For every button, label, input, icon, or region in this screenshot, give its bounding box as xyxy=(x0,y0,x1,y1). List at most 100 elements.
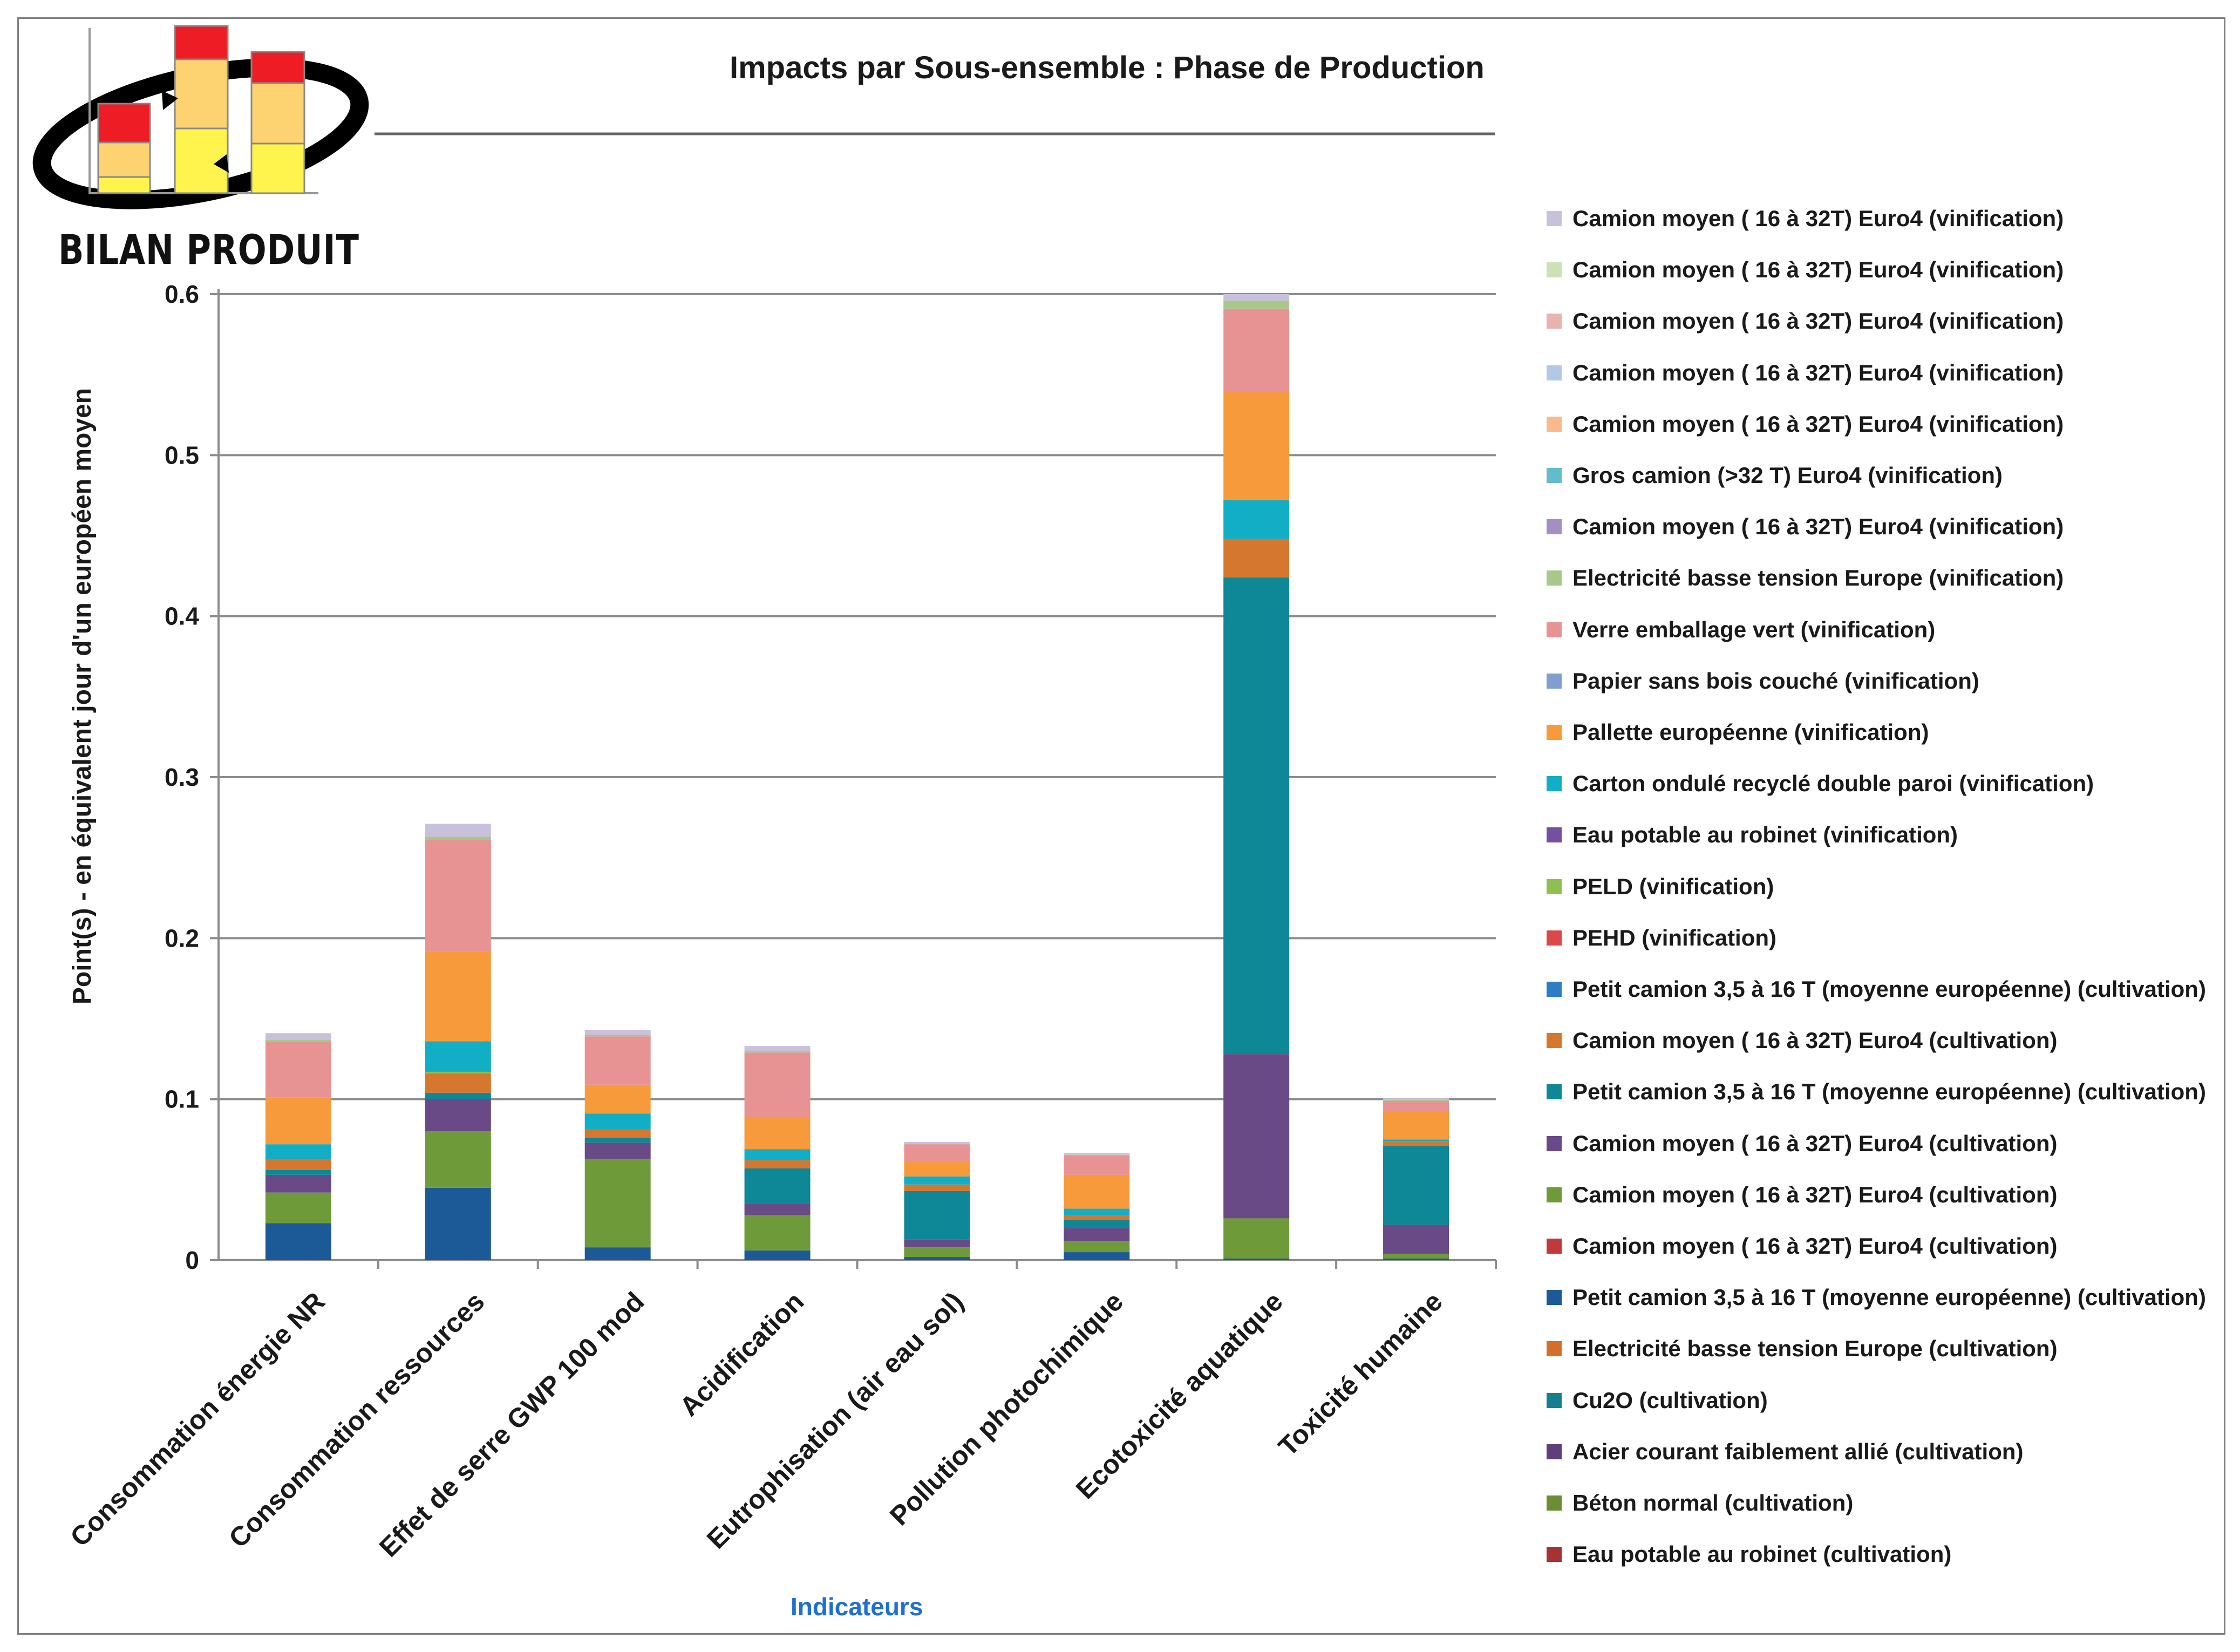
logo-arrow-head-1 xyxy=(162,91,178,110)
legend-swatch xyxy=(1547,1033,1562,1049)
x-tick-label: Effet de serre GWP 100 mod xyxy=(373,1286,650,1562)
legend-swatch xyxy=(1547,365,1562,380)
legend-item: Acier courant faiblement allié (cultivat… xyxy=(1547,1432,2024,1471)
legend-swatch xyxy=(1547,1136,1562,1151)
legend-item: Carton ondulé recyclé double paroi (vini… xyxy=(1547,764,2094,803)
bar-segment xyxy=(744,1052,811,1117)
bar-segment xyxy=(904,1239,970,1248)
bar-segment xyxy=(425,1099,491,1132)
legend-swatch xyxy=(1547,1187,1562,1202)
bar-segment xyxy=(425,951,491,1042)
bar-segment xyxy=(265,1039,331,1042)
legend-swatch xyxy=(1547,879,1562,894)
bar-segment xyxy=(1383,1254,1449,1259)
legend-label: Eau potable au robinet (cultivation) xyxy=(1572,1541,1952,1567)
legend-label: Camion moyen ( 16 à 32T) Euro4 (cultivat… xyxy=(1572,1233,2058,1259)
bar-segment xyxy=(1223,300,1290,309)
bar-segment xyxy=(1223,392,1290,500)
logo-title: BILAN PRODUIT xyxy=(58,226,359,274)
bar-segment xyxy=(1223,539,1290,578)
legend-item: Eau potable au robinet (cultivation) xyxy=(1547,1535,1951,1574)
legend-label: Pallette européenne (vinification) xyxy=(1572,719,1929,745)
bar-segment xyxy=(904,1257,970,1260)
legend-item: Papier sans bois couché (vinification) xyxy=(1547,662,1979,701)
legend-label: Electricité basse tension Europe (vinifi… xyxy=(1572,565,2064,591)
bar-segment xyxy=(584,1247,651,1260)
bar-segment xyxy=(265,1223,331,1260)
bar-segment xyxy=(904,1141,970,1144)
bar-segment xyxy=(1064,1220,1130,1228)
legend-label: Electricité basse tension Europe (cultiv… xyxy=(1572,1336,2058,1362)
bar-segment xyxy=(904,1144,970,1162)
legend-label: Camion moyen ( 16 à 32T) Euro4 (vinifica… xyxy=(1572,359,2064,385)
legend-swatch xyxy=(1547,262,1562,278)
legend-label: Camion moyen ( 16 à 32T) Euro4 (vinifica… xyxy=(1572,514,2064,540)
bar-segment xyxy=(265,1033,331,1040)
bar-segment xyxy=(584,1113,651,1130)
bar-stack xyxy=(744,1046,811,1260)
x-tick-label: Acidification xyxy=(674,1286,810,1422)
bar-segment xyxy=(584,1130,651,1138)
x-tick-label: Toxicité humaine xyxy=(1272,1286,1448,1462)
bar-segment xyxy=(1064,1208,1130,1215)
legend-item: Camion moyen ( 16 à 32T) Euro4 (vinifica… xyxy=(1547,250,2064,289)
legend-label: Papier sans bois couché (vinification) xyxy=(1572,668,1979,694)
legend-swatch xyxy=(1547,1444,1562,1459)
logo-arrow-head-2 xyxy=(214,154,229,173)
bar-segment xyxy=(744,1160,811,1168)
chart-title: Impacts par Sous-ensemble : Phase de Pro… xyxy=(730,50,1485,85)
x-tick-label: Consommation ressources xyxy=(223,1286,490,1553)
legend-label: Acier courant faiblement allié (cultivat… xyxy=(1572,1438,2024,1464)
bar-segment xyxy=(744,1149,811,1161)
bar-segment xyxy=(584,1030,651,1035)
bar-segment xyxy=(265,1144,331,1159)
bar-segment xyxy=(1223,308,1290,392)
legend-swatch xyxy=(1547,1392,1562,1408)
bar-segment xyxy=(904,1184,970,1191)
bar-segment xyxy=(904,1162,970,1177)
legend-item: Camion moyen ( 16 à 32T) Euro4 (vinifica… xyxy=(1547,507,2064,546)
legend-swatch xyxy=(1547,519,1562,535)
bar-segment xyxy=(1223,294,1290,301)
bar-segment xyxy=(1064,1153,1130,1155)
legend-label: Gros camion (>32 T) Euro4 (vinification) xyxy=(1572,463,2003,488)
legend-item: Camion moyen ( 16 à 32T) Euro4 (cultivat… xyxy=(1547,1227,2058,1266)
bar-stack xyxy=(1223,294,1290,1260)
bar-segment xyxy=(425,840,491,951)
legend-label: Camion moyen ( 16 à 32T) Euro4 (vinifica… xyxy=(1572,308,2064,334)
bar-segment xyxy=(1223,1259,1290,1260)
bar-segment xyxy=(584,1035,651,1037)
bar-segment xyxy=(744,1046,811,1051)
legend-swatch xyxy=(1547,622,1562,637)
bar-segment xyxy=(265,1174,331,1193)
legend-swatch xyxy=(1547,725,1562,740)
legend-item: Gros camion (>32 T) Euro4 (vinification) xyxy=(1547,456,2003,495)
bar-segment xyxy=(904,1191,970,1240)
bar-segment xyxy=(1383,1100,1449,1112)
y-tick-label: 0.5 xyxy=(165,441,199,469)
legend-label: Petit camion 3,5 à 16 T (moyenne europée… xyxy=(1572,976,2206,1002)
legend-item: Petit camion 3,5 à 16 T (moyenne europée… xyxy=(1547,1072,2206,1111)
legend-item: Camion moyen ( 16 à 32T) Euro4 (vinifica… xyxy=(1547,199,2064,238)
legend-label: Verre emballage vert (vinification) xyxy=(1572,616,1936,642)
bar-segment xyxy=(425,1073,491,1093)
legend-item: PELD (vinification) xyxy=(1547,867,1774,906)
bar-segment xyxy=(425,1092,491,1099)
legend-item: Electricité basse tension Europe (vinifi… xyxy=(1547,559,2064,597)
bar-segment xyxy=(584,1138,651,1143)
bar-segment xyxy=(1383,1146,1449,1225)
bar-stack xyxy=(904,1141,970,1260)
bar-segment xyxy=(584,1084,651,1114)
legend-item: Pallette européenne (vinification) xyxy=(1547,713,1929,752)
legend-swatch xyxy=(1547,570,1562,586)
bar-segment xyxy=(1064,1215,1130,1220)
bar-segment xyxy=(904,1176,970,1185)
legend-item: Camion moyen ( 16 à 32T) Euro4 (vinifica… xyxy=(1547,405,2064,444)
legend-swatch xyxy=(1547,673,1562,689)
y-tick-label: 0.2 xyxy=(165,924,199,952)
bar-segment xyxy=(425,837,491,840)
legend-item: Cu2O (cultivation) xyxy=(1547,1381,1768,1420)
bar-stack xyxy=(1064,1153,1130,1260)
bar-segment xyxy=(744,1215,811,1251)
